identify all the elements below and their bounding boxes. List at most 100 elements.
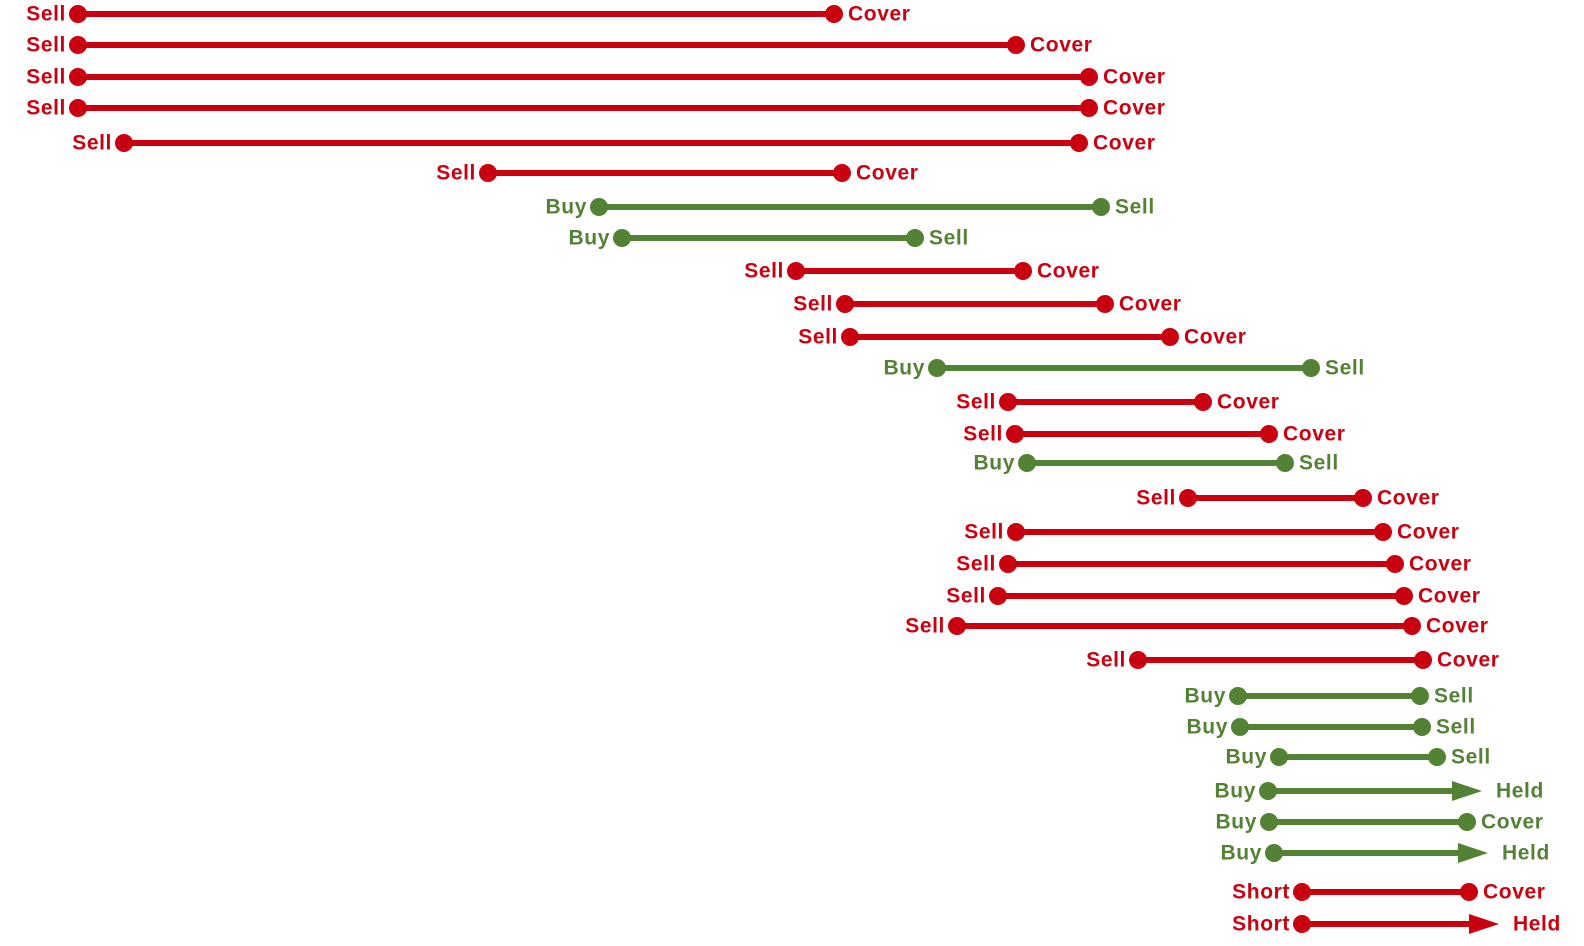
entry-label: Sell [26, 3, 66, 26]
exit-dot [1302, 359, 1320, 377]
trade-row: Sell Cover [1086, 649, 1499, 672]
exit-dot [1260, 425, 1278, 443]
entry-label: Buy [974, 452, 1015, 475]
exit-dot [1403, 617, 1421, 635]
entry-label: Short [1232, 881, 1290, 904]
exit-dot [1411, 687, 1429, 705]
entry-dot [115, 134, 133, 152]
exit-dot [1458, 813, 1476, 831]
entry-dot [1293, 883, 1311, 901]
trade-row: Sell Cover [26, 34, 1092, 57]
entry-label: Buy [1187, 716, 1228, 739]
trade-row: Sell Cover [26, 97, 1165, 120]
exit-dot [1374, 523, 1392, 541]
entry-label: Sell [744, 260, 784, 283]
held-arrow [1469, 914, 1499, 934]
entry-dot [787, 262, 805, 280]
entry-label: Short [1232, 913, 1290, 936]
trade-row: Sell Cover [964, 521, 1459, 544]
exit-label: Cover [1437, 649, 1500, 672]
entry-dot [948, 617, 966, 635]
trade-row: Sell Cover [436, 162, 918, 185]
entry-dot [69, 5, 87, 23]
entry-label: Sell [963, 423, 1003, 446]
entry-label: Sell [72, 132, 112, 155]
entry-dot [1259, 782, 1277, 800]
entry-label: Sell [905, 615, 945, 638]
exit-dot [1395, 587, 1413, 605]
trade-row: Sell Cover [1136, 487, 1439, 510]
exit-dot [1413, 718, 1431, 736]
trade-row: Buy Sell [974, 452, 1339, 475]
exit-dot [1092, 198, 1110, 216]
entry-dot [989, 587, 1007, 605]
exit-label: Held [1502, 842, 1550, 865]
entry-dot [1006, 425, 1024, 443]
entry-dot [1229, 687, 1247, 705]
entry-label: Buy [1216, 811, 1257, 834]
exit-dot [833, 164, 851, 182]
entry-label: Buy [569, 227, 610, 250]
exit-dot [1014, 262, 1032, 280]
entry-label: Buy [1226, 746, 1267, 769]
trade-row: Buy Held [1221, 842, 1550, 865]
entry-dot [999, 555, 1017, 573]
entry-dot [1129, 651, 1147, 669]
entry-label: Sell [798, 326, 838, 349]
exit-label: Cover [1418, 585, 1481, 608]
entry-label: Sell [26, 66, 66, 89]
exit-label: Sell [1115, 196, 1155, 219]
trade-row: Sell Cover [905, 615, 1488, 638]
trade-row: Buy Sell [569, 227, 969, 250]
trade-rows: Sell Cover Sell Cover Sell Cover Sell Cover Sell… [26, 3, 1560, 936]
trade-row: Buy Held [1215, 780, 1544, 803]
entry-label: Sell [436, 162, 476, 185]
exit-label: Sell [1434, 685, 1474, 708]
entry-dot [841, 328, 859, 346]
exit-label: Sell [1436, 716, 1476, 739]
entry-label: Sell [956, 553, 996, 576]
trade-row: Sell Cover [26, 3, 910, 26]
trade-row: Sell Cover [744, 260, 1099, 283]
trade-row: Short Cover [1232, 881, 1545, 904]
trade-row: Sell Cover [798, 326, 1246, 349]
exit-label: Cover [848, 3, 911, 26]
exit-label: Cover [1103, 97, 1166, 120]
entry-label: Buy [546, 196, 587, 219]
exit-label: Cover [1184, 326, 1247, 349]
entry-dot [1231, 718, 1249, 736]
entry-dot [1270, 748, 1288, 766]
exit-dot [1194, 393, 1212, 411]
exit-dot [825, 5, 843, 23]
entry-label: Sell [1136, 487, 1176, 510]
exit-dot [1080, 68, 1098, 86]
exit-label: Cover [1481, 811, 1544, 834]
exit-dot [1428, 748, 1446, 766]
entry-label: Sell [26, 97, 66, 120]
entry-dot [999, 393, 1017, 411]
trade-row: Sell Cover [26, 66, 1165, 89]
exit-label: Cover [1409, 553, 1472, 576]
entry-label: Buy [1185, 685, 1226, 708]
entry-dot [928, 359, 946, 377]
exit-label: Cover [1426, 615, 1489, 638]
trade-row: Sell Cover [793, 293, 1181, 316]
entry-dot [836, 295, 854, 313]
exit-dot [1414, 651, 1432, 669]
entry-dot [1007, 523, 1025, 541]
trade-row: Sell Cover [956, 553, 1471, 576]
trade-row: Sell Cover [72, 132, 1155, 155]
entry-dot [1293, 915, 1311, 933]
entry-label: Sell [26, 34, 66, 57]
held-arrow [1458, 843, 1488, 863]
entry-label: Sell [946, 585, 986, 608]
held-arrow [1452, 781, 1482, 801]
entry-label: Buy [884, 357, 925, 380]
exit-dot [1276, 454, 1294, 472]
trade-row: Buy Sell [546, 196, 1155, 219]
exit-label: Sell [1325, 357, 1365, 380]
exit-label: Cover [1397, 521, 1460, 544]
exit-label: Cover [1119, 293, 1182, 316]
trade-row: Buy Sell [1187, 716, 1476, 739]
